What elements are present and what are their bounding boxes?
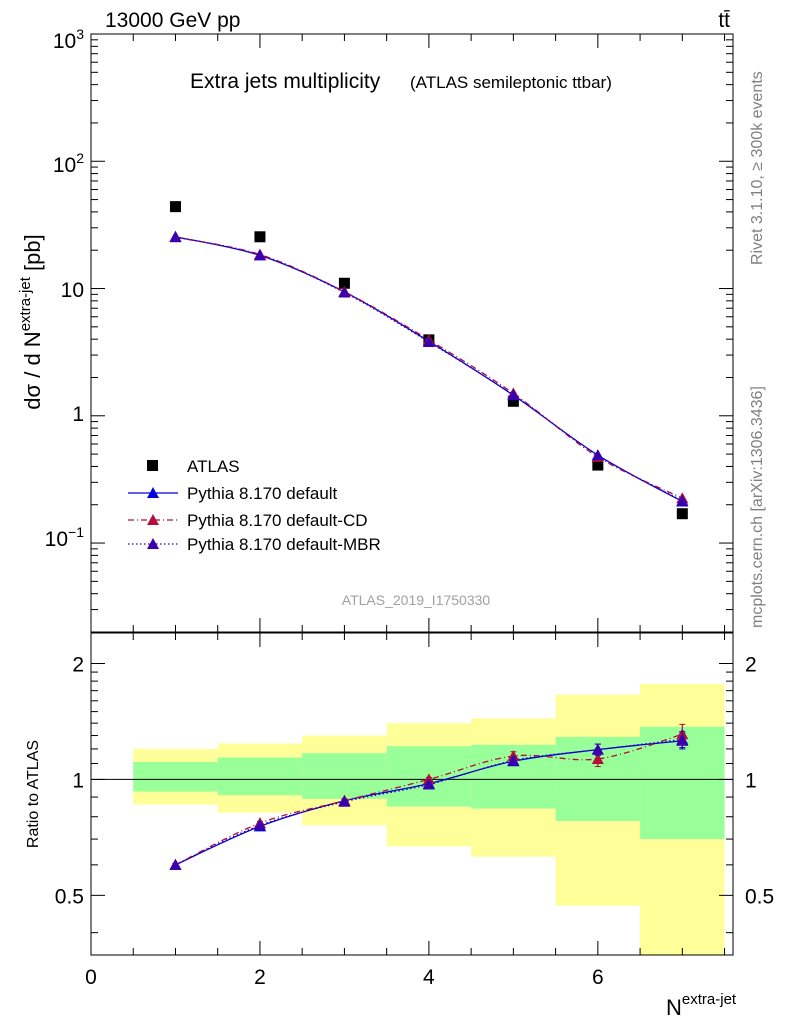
main-point-default-mbr [338,286,351,298]
main-point-atlas [507,395,519,407]
legend: ATLAS Pythia 8.170 default Pythia 8.170 … [128,457,381,554]
x-axis-label: Nextra-jet [666,991,737,1020]
ratio-x-tick-label: 2 [254,966,266,989]
ratio-y-tick-label-right: 1 [745,769,757,792]
main-y-tick-label-10: 10 [61,279,84,302]
ratio-frame [90,632,734,956]
main-point-atlas [254,231,266,243]
main-point-default-mbr [422,336,435,348]
legend-marker-default-mbr [147,538,159,549]
ratio-y-tick-label-right: 2 [745,653,757,676]
main-point-default-mbr [591,449,604,461]
main-frame [90,33,734,633]
main-panel: Extra jets multiplicity (ATLAS semilepto… [17,26,734,633]
legend-marker-atlas [147,460,158,471]
main-point-atlas [169,201,181,213]
main-y-tick-label-1e3: 103 [53,26,84,53]
legend-item-default-mbr: Pythia 8.170 default-MBR [128,535,381,554]
x-axis-superscript: extra-jet [682,991,737,1008]
legend-item-atlas: ATLAS [147,457,240,476]
main-point-default-mbr [253,249,266,261]
ratio-y-axis-label: Ratio to ATLAS [25,740,42,848]
main-point-atlas [592,459,604,471]
ratio-point-default-mbr [422,778,435,790]
ratio-x-tick-label: 6 [592,966,604,989]
ratio-point-default-cd [591,752,604,764]
legend-label-default-mbr: Pythia 8.170 default-MBR [187,535,381,554]
legend-label-atlas: ATLAS [187,457,240,476]
ratio-band-inner [217,757,303,796]
ratio-y-tick-label-right: 0.5 [745,885,774,908]
main-y-tick-exp-1e-1: −1 [68,524,84,540]
main-series [169,201,689,520]
legend-item-default-cd: Pythia 8.170 default-CD [128,511,368,530]
rivet-label: Rivet 3.1.10, ≥ 300k events [749,71,766,265]
ratio-point-default-mbr [507,754,520,766]
ratio-y-tick-label: 0.5 [55,885,84,908]
legend-item-default: Pythia 8.170 default [128,484,338,503]
main-y-axis-label: dσ / d Nextra-jet [pb] [17,234,45,409]
main-y-tick-label-1e-1: 10−1 [45,524,85,551]
ratio-point-default-mbr [253,819,266,831]
main-point-atlas [676,508,688,520]
ratio-point-default-mbr [676,733,689,745]
ratio-point-default-mbr [169,858,182,870]
main-y-axis-superscript: extra-jet [17,276,34,331]
main-point-atlas [338,277,350,289]
main-y-tick-label-1: 1 [72,403,84,426]
ratio-y-tick-label: 1 [72,769,84,792]
ratio-x-tick-label: 4 [423,966,435,989]
main-y-tick-exp-1e3: 3 [76,26,84,42]
legend-marker-default-cd [147,514,159,525]
ratio-y-ticks: 0.5 0.5 1 1 2 2 [55,653,774,934]
ratio-point-default-mbr [338,795,351,807]
main-y-tick-label-1e2: 102 [53,150,84,177]
main-point-default-mbr [676,494,689,506]
main-y-tick-exp-1e2: 2 [76,150,84,166]
ratio-x-tick-label: 0 [85,966,97,989]
main-y-axis-unit: [pb] [20,234,45,277]
main-watermark: ATLAS_2019_I1750330 [342,592,491,608]
ratio-band-inner [133,761,218,792]
legend-label-default: Pythia 8.170 default [187,484,338,503]
main-point-default-mbr [507,388,520,400]
ratio-panel: 0.5 0.5 1 1 2 2 0 2 4 6 Ratio to ATLAS Nextra-je… [25,632,774,1020]
ratio-band-inner [302,753,387,799]
main-line-default-mbr [175,236,683,502]
energy-label: 13000 GeV pp [105,9,240,32]
main-subtitle: (ATLAS semileptonic ttbar) [410,73,612,92]
main-point-default-mbr [169,231,182,243]
ratio-bands [133,683,725,955]
main-y-ticks [91,39,733,633]
main-line-default-cd [175,236,683,499]
ratio-point-default-mbr [591,743,604,755]
mcplots-label: mcplots.cern.ch [arXiv:1306.3436] [749,386,766,628]
legend-marker-default [147,487,159,498]
ratio-y-tick-label: 2 [72,653,84,676]
main-line-default [175,236,683,503]
legend-label-default-cd: Pythia 8.170 default-CD [187,511,368,530]
process-label: tt̄ [718,9,730,32]
main-title: Extra jets multiplicity [190,70,381,93]
ratio-series [169,723,689,870]
